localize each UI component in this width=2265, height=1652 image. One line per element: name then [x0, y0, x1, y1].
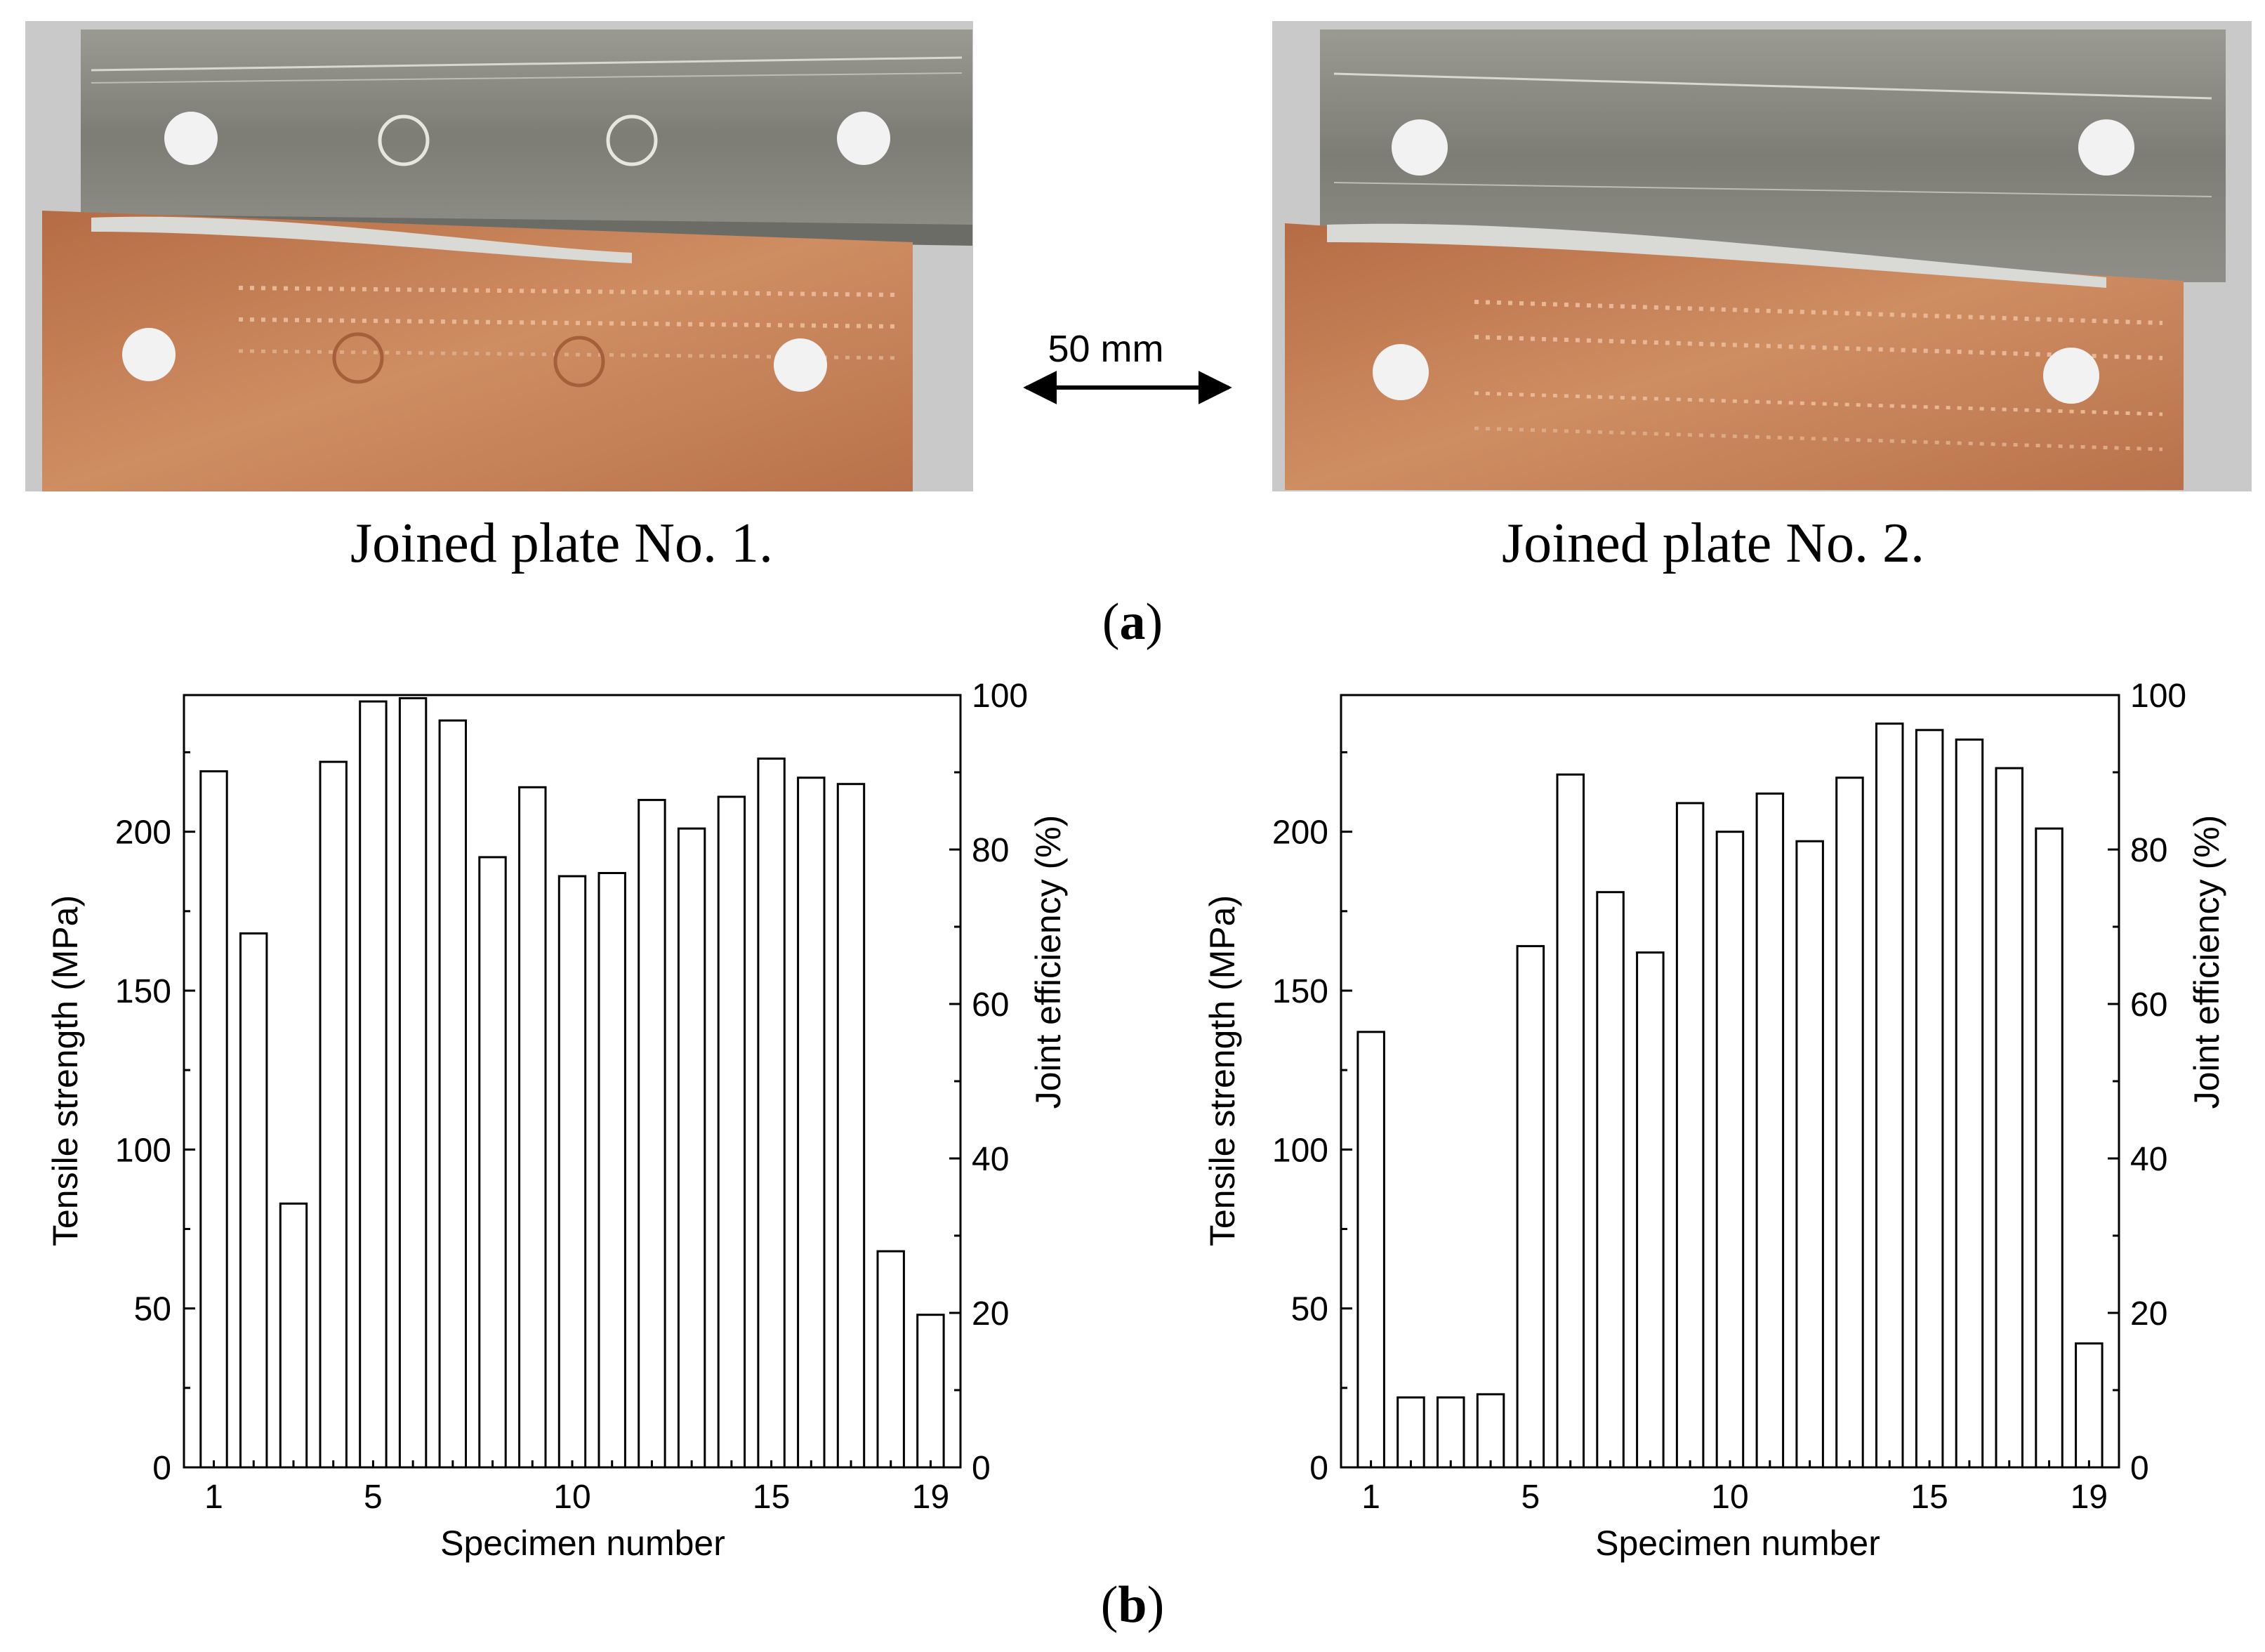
bar-specimen-4	[319, 760, 348, 1469]
x-tick-label: 19	[2071, 1479, 2108, 1516]
y-tick-label-left: 150	[115, 973, 171, 1010]
bar-specimen-15	[757, 758, 786, 1469]
x-axis-label: Specimen number	[1595, 1524, 1880, 1563]
bar-specimen-17	[836, 783, 866, 1469]
plate-caption-1: Joined plate No. 1.	[350, 513, 773, 574]
bar-specimen-6	[398, 697, 428, 1469]
y-axis-label-left: Tensile strength (MPa)	[1203, 895, 1242, 1246]
bar-specimen-5	[359, 700, 388, 1469]
bar-specimen-18	[2035, 827, 2063, 1469]
y-tick-label-left: 0	[152, 1450, 171, 1487]
bolt-hole	[1392, 119, 1448, 176]
bar-specimen-4	[1476, 1393, 1505, 1469]
x-tick-label: 1	[1361, 1479, 1380, 1516]
x-tick-label: 10	[553, 1479, 590, 1516]
bolt-hole	[1373, 344, 1429, 400]
x-tick-label: 15	[753, 1479, 790, 1516]
y-tick-label-right: 80	[2130, 832, 2167, 869]
y-axis-label-right: Joint efficiency (%)	[2187, 815, 2226, 1109]
x-axis-label: Specimen number	[440, 1524, 725, 1563]
y-tick-label-right: 60	[2130, 986, 2167, 1024]
plate-photo-1	[25, 21, 973, 491]
bolt-hole	[2078, 119, 2134, 176]
bar-specimen-19	[2075, 1342, 2104, 1469]
bar-specimen-1	[1356, 1031, 1385, 1469]
y-tick-label-right: 20	[2130, 1295, 2167, 1333]
panel-label-a: (a)	[1102, 593, 1163, 651]
bar-specimen-10	[557, 875, 587, 1469]
scale-bar: 50 mm	[1023, 328, 1232, 404]
y-tick-label-right: 80	[972, 832, 1009, 869]
scale-label: 50 mm	[1048, 328, 1163, 370]
aluminum-plate	[81, 29, 972, 244]
bar-specimen-8	[1636, 951, 1665, 1469]
bar-specimen-13	[1835, 777, 1864, 1469]
plate-caption-2: Joined plate No. 2.	[1502, 513, 1924, 574]
x-tick-label: 1	[204, 1479, 223, 1516]
x-tick-label: 5	[364, 1479, 383, 1516]
copper-plate	[42, 211, 913, 491]
bar-specimen-16	[797, 777, 826, 1469]
y-tick-label-left: 200	[1272, 814, 1328, 852]
bar-specimen-6	[1556, 773, 1585, 1469]
bar-specimen-3	[279, 1202, 308, 1469]
bar-specimen-5	[1516, 945, 1545, 1469]
x-tick-label: 10	[1711, 1479, 1748, 1516]
bar-specimen-14	[717, 795, 746, 1469]
y-tick-label-right: 0	[2130, 1450, 2149, 1487]
y-tick-label-left: 100	[1272, 1132, 1328, 1169]
bar-specimen-15	[1915, 729, 1944, 1469]
bar-specimen-9	[518, 786, 547, 1469]
x-tick-label: 15	[1910, 1479, 1948, 1516]
bar-specimen-2	[1396, 1396, 1425, 1469]
bolt-hole	[164, 112, 218, 165]
x-tick-label: 19	[912, 1479, 949, 1516]
y-tick-label-right: 40	[2130, 1141, 2167, 1178]
y-axis-label-right: Joint efficiency (%)	[1029, 815, 1068, 1109]
y-tick-label-left: 50	[134, 1291, 171, 1328]
bar-specimen-8	[478, 856, 507, 1469]
y-tick-label-left: 150	[1272, 973, 1328, 1010]
y-tick-label-right: 20	[972, 1295, 1009, 1333]
bolt-hole	[2043, 348, 2099, 404]
y-axis-label-left: Tensile strength (MPa)	[46, 895, 85, 1246]
bar-specimen-3	[1437, 1396, 1465, 1469]
tensile-chart-plate-2: Tensile strength (MPa) Joint efficiency …	[1203, 678, 2226, 1563]
bar-specimen-11	[1755, 792, 1785, 1469]
bar-specimen-1	[199, 770, 228, 1469]
y-tick-label-right: 100	[972, 678, 1028, 715]
y-tick-label-right: 40	[972, 1141, 1009, 1178]
bar-specimen-9	[1675, 802, 1705, 1469]
bar-specimen-2	[239, 932, 268, 1469]
panel-label-b: (b)	[1101, 1576, 1164, 1634]
y-tick-label-left: 0	[1309, 1450, 1328, 1487]
bar-specimen-7	[1596, 891, 1625, 1469]
bar-specimen-17	[1995, 767, 2023, 1469]
bar-specimen-11	[597, 872, 626, 1469]
y-tick-label-left: 100	[115, 1132, 171, 1169]
plate-photo-2	[1272, 21, 2252, 491]
y-tick-label-left: 200	[115, 814, 171, 852]
bar-specimen-13	[677, 827, 706, 1469]
y-tick-label-right: 60	[972, 986, 1009, 1024]
y-tick-label-left: 50	[1291, 1291, 1328, 1328]
bolt-hole	[122, 328, 176, 381]
bar-specimen-19	[916, 1314, 945, 1469]
y-tick-label-right: 100	[2130, 678, 2186, 715]
copper-plate	[1285, 223, 2184, 490]
bar-specimen-14	[1875, 722, 1904, 1469]
bolt-hole	[774, 338, 827, 392]
bolt-hole	[837, 112, 890, 165]
tensile-chart-plate-1: Tensile strength (MPa) Joint efficiency …	[46, 678, 1068, 1563]
bar-specimen-12	[638, 798, 666, 1469]
bar-specimen-18	[876, 1250, 905, 1469]
bar-specimen-12	[1795, 840, 1824, 1469]
bar-specimen-10	[1715, 831, 1745, 1469]
bar-specimen-7	[438, 719, 467, 1469]
x-tick-label: 5	[1521, 1479, 1540, 1516]
y-tick-label-right: 0	[972, 1450, 991, 1487]
bar-specimen-16	[1955, 738, 1984, 1469]
